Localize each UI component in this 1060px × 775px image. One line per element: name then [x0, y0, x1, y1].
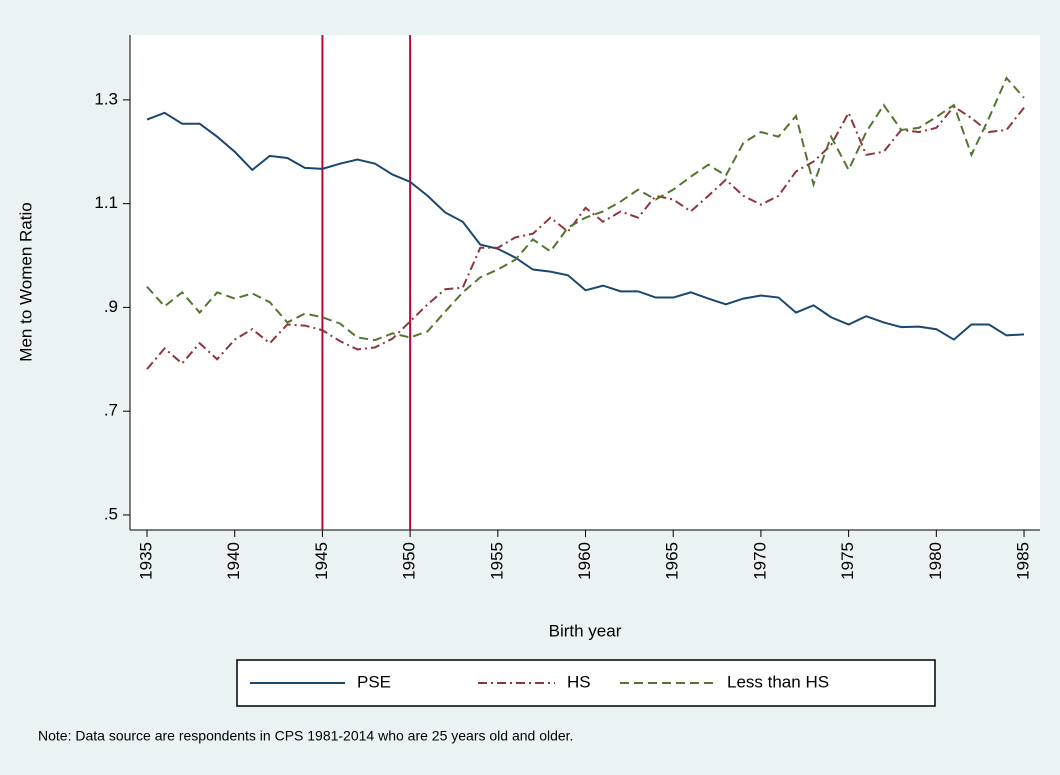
x-tick-label: 1960 [575, 542, 594, 580]
x-tick-label: 1945 [312, 542, 331, 580]
legend-label: Less than HS [727, 672, 829, 691]
x-tick-label: 1980 [926, 542, 945, 580]
series-line [146, 76, 1025, 342]
series-line [146, 105, 1025, 370]
x-tick-label: 1955 [487, 542, 506, 580]
y-tick-label: .5 [104, 504, 118, 523]
y-tick-label: .7 [104, 401, 118, 420]
y-tick-label: .9 [104, 297, 118, 316]
x-tick-label: 1970 [750, 542, 769, 580]
y-axis-label: Men to Women Ratio [16, 202, 35, 361]
x-tick-label: 1985 [1014, 542, 1033, 580]
y-tick-label: 1.3 [94, 89, 118, 108]
x-axis-label: Birth year [549, 621, 622, 640]
series-line [146, 111, 1025, 341]
x-tick-label: 1965 [663, 542, 682, 580]
note: Note: Data source are respondents in CPS… [38, 728, 573, 744]
x-tick-label: 1940 [224, 542, 243, 580]
x-tick-label: 1975 [838, 542, 857, 580]
legend-label: HS [567, 672, 591, 691]
legend-label: PSE [357, 672, 391, 691]
x-tick-label: 1950 [400, 542, 419, 580]
y-tick-label: 1.1 [94, 193, 118, 212]
legend [236, 659, 936, 707]
plot-area [130, 35, 1040, 530]
x-tick-label: 1935 [136, 542, 155, 580]
